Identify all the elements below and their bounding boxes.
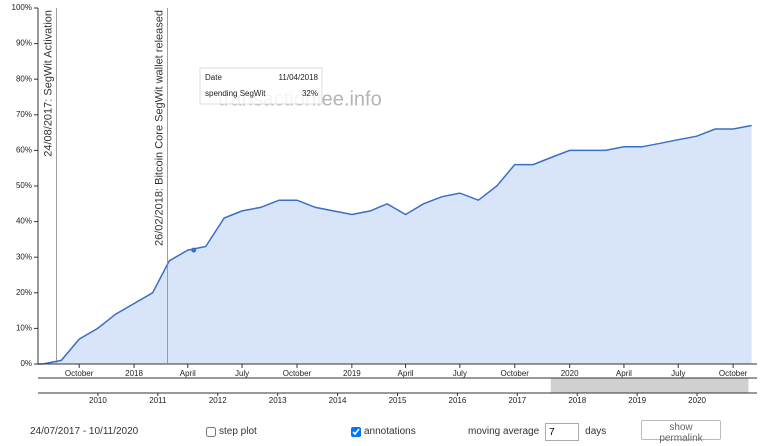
navigator-tick-label: 2010 xyxy=(89,396,107,405)
checkbox[interactable] xyxy=(206,427,216,437)
x-tick-label: July xyxy=(453,369,467,378)
x-tick-label: July xyxy=(235,369,249,378)
permalink-button[interactable]: show permalink xyxy=(641,420,721,444)
x-tick-label: 2020 xyxy=(561,369,579,378)
y-tick-label: 100% xyxy=(12,3,32,12)
tooltip-box xyxy=(199,67,323,105)
x-tick-label: October xyxy=(65,369,94,378)
y-tick-label: 80% xyxy=(16,74,32,83)
navigator-tick-label: 2013 xyxy=(269,396,287,405)
navigator-tick-label: 2016 xyxy=(449,396,467,405)
y-tick-label: 30% xyxy=(16,252,32,261)
moving-average: moving average days xyxy=(468,423,607,441)
x-tick-label: April xyxy=(616,369,632,378)
y-tick-label: 70% xyxy=(16,110,32,119)
tooltip-series: spending SegWit xyxy=(205,89,266,98)
y-tick-label: 20% xyxy=(16,288,32,297)
navigator-tick-label: 2015 xyxy=(389,396,407,405)
x-tick-label: April xyxy=(398,369,414,378)
navigator-selection xyxy=(550,378,749,393)
chart: transactionfee.info 0%10%20%30%40%50%60%… xyxy=(12,3,757,405)
navigator-tick-label: 2019 xyxy=(628,396,646,405)
step-plot-toggle[interactable]: step plot xyxy=(206,424,257,440)
tooltip-value: 32% xyxy=(302,89,318,98)
y-tick-label: 60% xyxy=(16,146,32,155)
date-range: 24/07/2017 - 10/11/2020 xyxy=(30,426,139,437)
permalink-wrap: show permalink xyxy=(641,420,721,444)
x-tick-label: October xyxy=(719,369,748,378)
navigator-tick-label: 2018 xyxy=(568,396,586,405)
y-tick-label: 40% xyxy=(16,217,32,226)
ma-input[interactable] xyxy=(545,423,580,441)
ma-unit: days xyxy=(585,426,607,437)
x-tick-label: July xyxy=(671,369,685,378)
checkbox[interactable] xyxy=(351,427,361,437)
y-tick-label: 10% xyxy=(16,324,32,333)
hover-point xyxy=(191,247,197,253)
x-tick-label: 2018 xyxy=(125,369,143,378)
navigator-tick-label: 2014 xyxy=(329,396,347,405)
line xyxy=(42,124,752,365)
navigator-tick-label: 2020 xyxy=(688,396,706,405)
tooltip-date: 11/04/2018 xyxy=(279,73,319,82)
checkbox-label: step plot xyxy=(219,426,257,437)
tooltip-label: Date xyxy=(205,73,222,82)
navigator-tick-label: 2017 xyxy=(508,396,526,405)
x-tick-label: 2019 xyxy=(343,369,361,378)
annotation-text: 24/08/2017: SegWit Activation xyxy=(42,10,54,157)
y-tick-label: 50% xyxy=(16,181,32,190)
x-tick-label: October xyxy=(283,369,312,378)
ma-label: moving average xyxy=(468,426,540,437)
x-tick-label: April xyxy=(180,369,196,378)
checkbox-label: annotations xyxy=(364,426,416,437)
annotations-toggle[interactable]: annotations xyxy=(351,424,416,440)
area-fill xyxy=(42,125,752,364)
x-tick-label: October xyxy=(501,369,530,378)
y-tick-label: 90% xyxy=(16,39,32,48)
navigator-tick-label: 2011 xyxy=(149,396,167,405)
annotation-text: 26/02/2018: Bitcoin Core SegWit wallet r… xyxy=(153,10,165,246)
y-tick-label: 0% xyxy=(20,359,32,368)
navigator-tick-label: 2012 xyxy=(209,396,227,405)
